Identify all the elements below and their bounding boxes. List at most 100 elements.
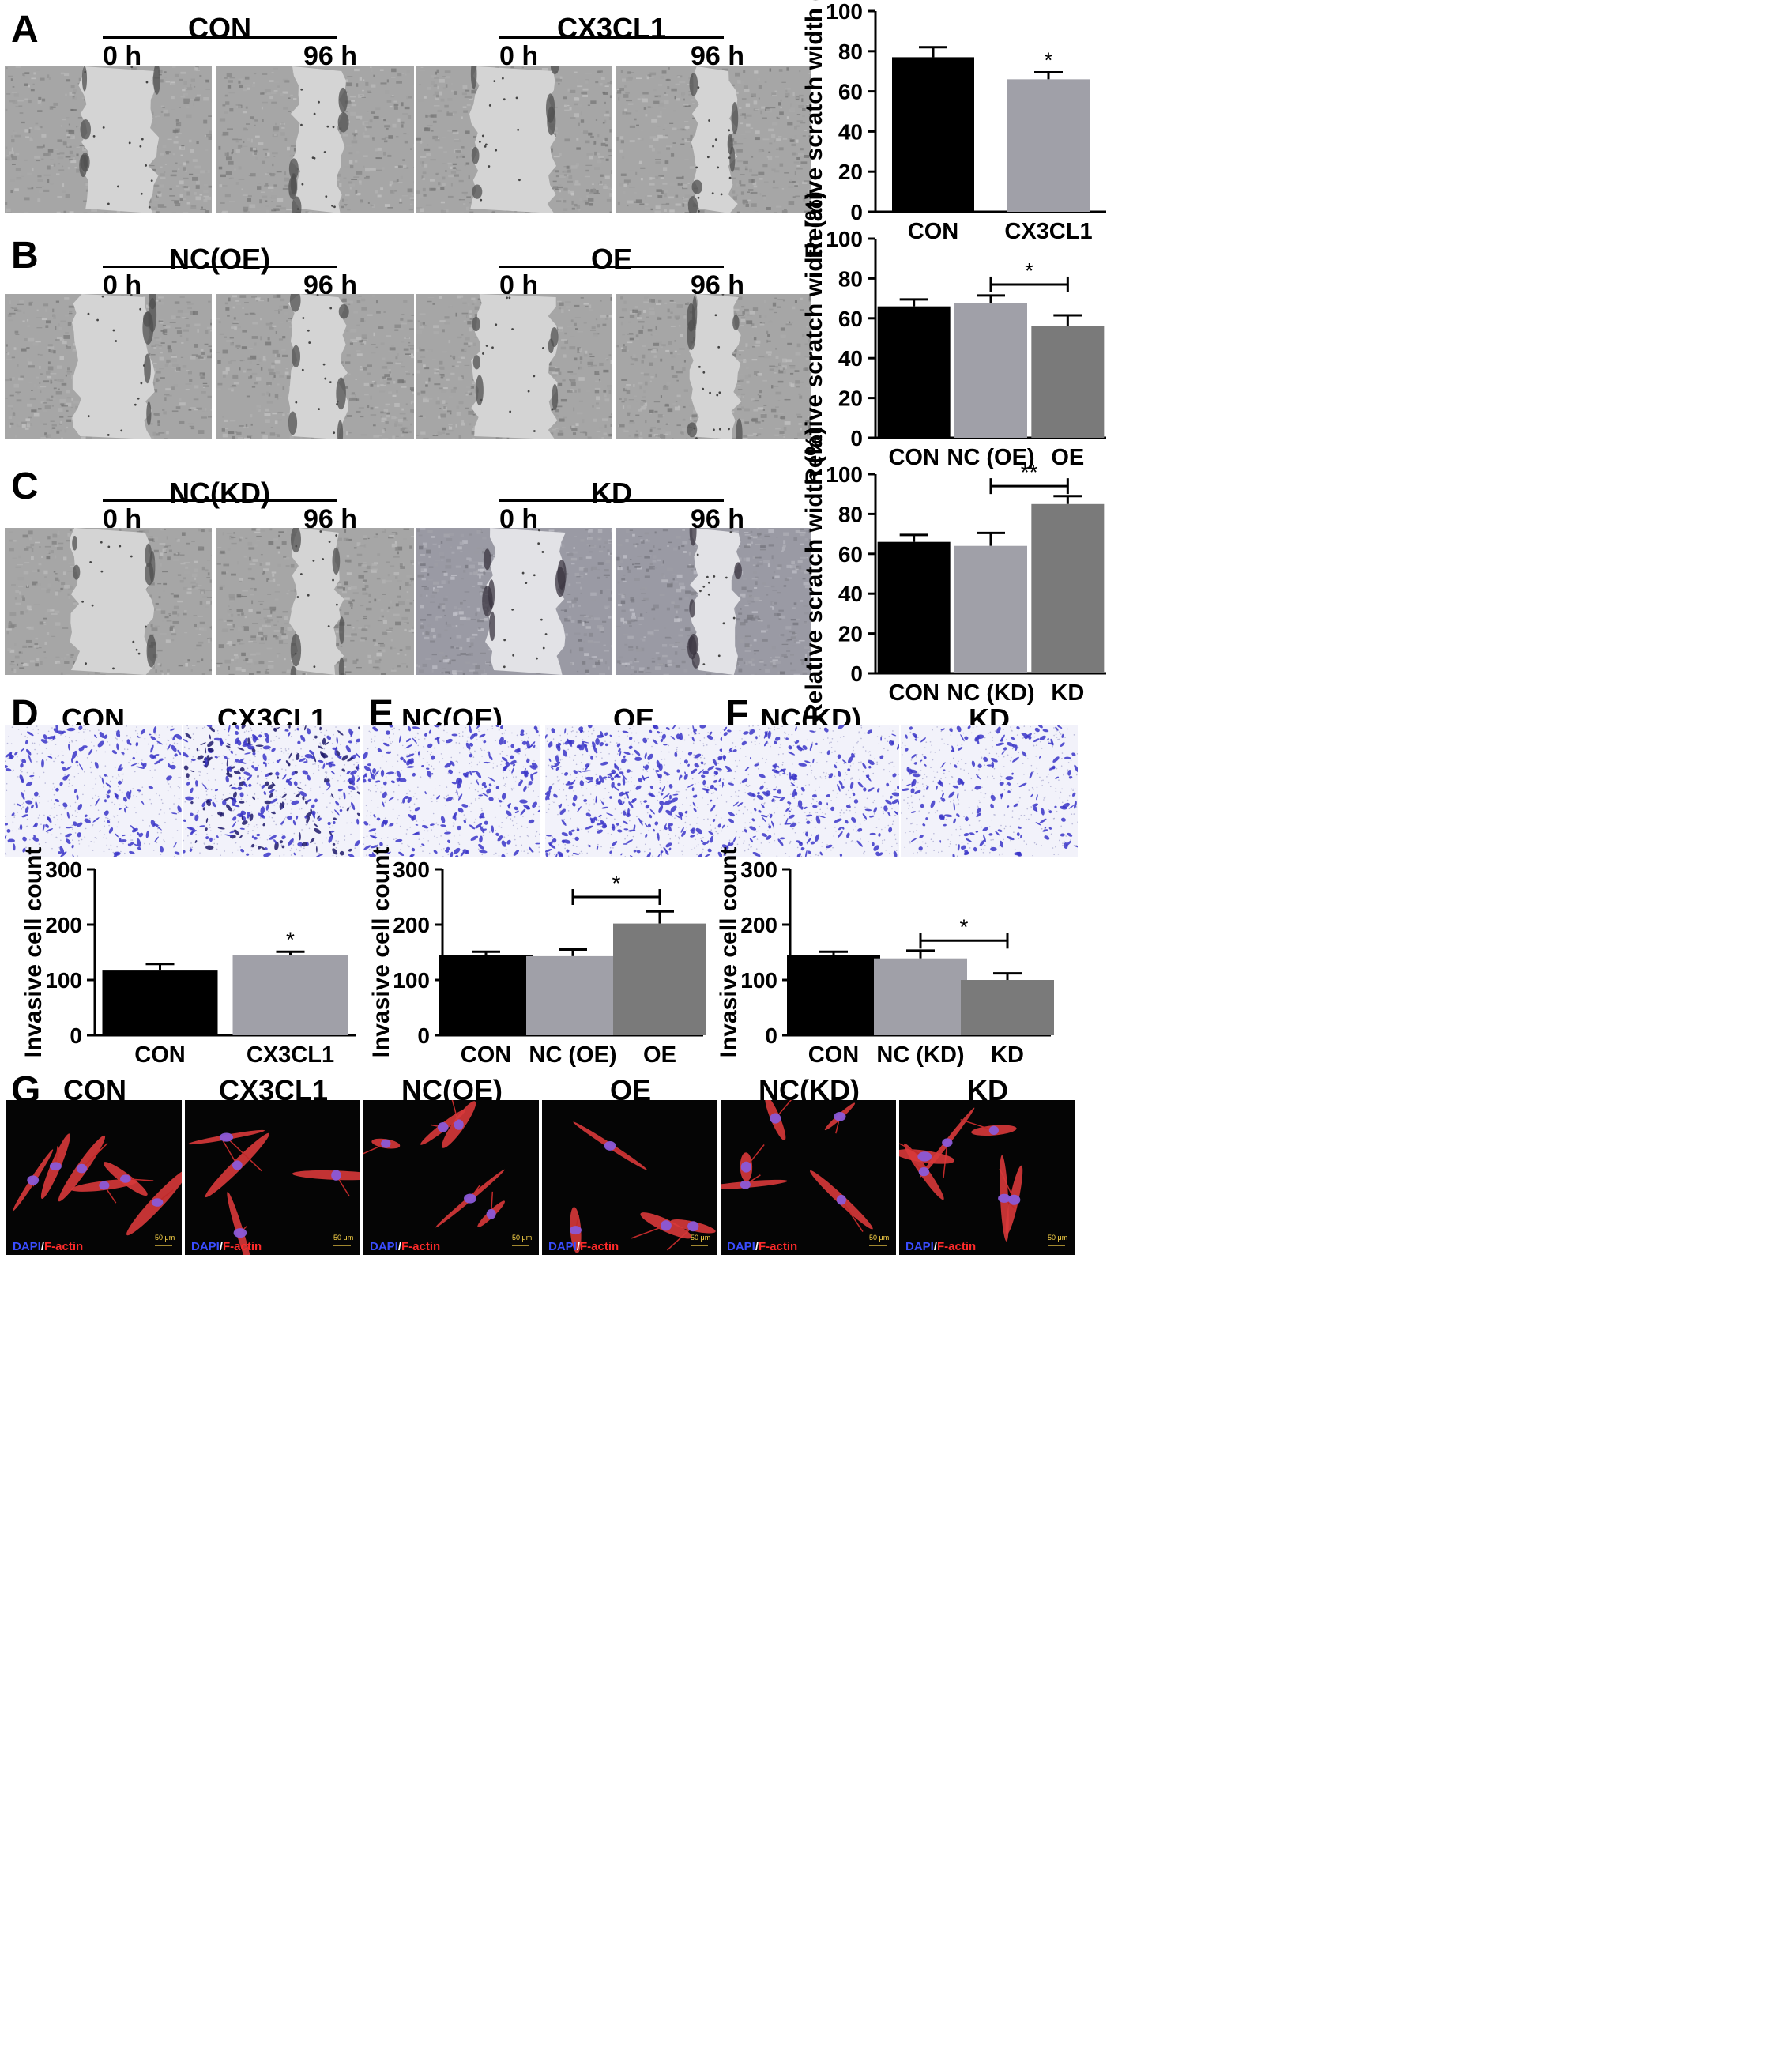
time-label: 0 h	[103, 41, 142, 71]
invasion-micrograph	[183, 725, 360, 857]
bar	[613, 923, 706, 1035]
y-axis-label: Invasive cell count	[368, 847, 394, 1058]
y-tick-label: 300	[45, 857, 82, 882]
y-tick-label: 60	[838, 542, 863, 567]
scratch-group-label: NC(OE)	[169, 243, 270, 275]
caption-separator: /	[576, 1240, 581, 1253]
bar	[787, 955, 880, 1035]
bar	[526, 955, 619, 1035]
y-tick-label: 300	[393, 857, 430, 882]
y-tick-label: 100	[45, 968, 82, 993]
fluorescence-title: CON	[63, 1074, 126, 1106]
dapi-label: DAPI	[905, 1240, 934, 1253]
y-tick-label: 100	[826, 0, 863, 24]
fluorescence-micrograph: DAPI/F-actin 50 μm	[6, 1100, 182, 1255]
dapi-label: DAPI	[727, 1240, 755, 1253]
scratch-micrograph	[616, 528, 811, 675]
scratch-micrograph	[416, 294, 612, 439]
group-underline	[499, 499, 724, 502]
significance-star: *	[1045, 47, 1053, 72]
bar	[954, 303, 1027, 438]
x-tick-label: OE	[1051, 445, 1084, 470]
scratch-micrograph	[416, 528, 612, 675]
x-tick-label: CON	[908, 219, 958, 244]
scratch-micrograph	[5, 66, 212, 213]
chart-b: Relative scratch width (%) 0 20 40 60 80 100 CO…	[801, 191, 1106, 485]
stain-caption: DAPI/F-actin	[905, 1241, 976, 1253]
significance-star: *	[612, 871, 621, 895]
scratch-group-label: KD	[591, 477, 632, 509]
scratch-micrograph	[616, 66, 811, 213]
y-axis-label: Invasive cell count	[716, 847, 742, 1058]
fluorescence-title: NC(KD)	[759, 1074, 860, 1106]
group-underline	[103, 266, 337, 268]
invasion-micrograph	[363, 725, 540, 857]
significance-star: *	[286, 927, 295, 952]
dapi-label: DAPI	[370, 1240, 398, 1253]
panel-letter-c: C	[11, 465, 39, 507]
y-tick-label: 20	[838, 386, 863, 411]
y-tick-label: 40	[838, 346, 863, 371]
scratch-micrograph	[416, 66, 612, 213]
y-axis-label: Relative scratch width (%)	[801, 191, 827, 485]
x-tick-label: NC (KD)	[947, 680, 1034, 706]
fluorescence-title: CX3CL1	[218, 1074, 329, 1106]
factin-label: F-actin	[937, 1240, 977, 1253]
bar	[439, 955, 533, 1035]
scratch-micrograph	[5, 294, 212, 439]
factin-label: F-actin	[580, 1240, 619, 1253]
y-tick-label: 80	[838, 266, 863, 291]
y-tick-label: 100	[826, 462, 863, 487]
scale-bar-label: 50 μm	[512, 1234, 533, 1242]
fluorescence-micrograph: DAPI/F-actin 50 μm	[363, 1100, 539, 1255]
chart-e: Invasive cell count 0 100 200 300 CON NC (OE) O…	[368, 847, 711, 1075]
time-label: 0 h	[499, 41, 539, 71]
y-tick-label: 20	[838, 160, 863, 184]
x-tick-label: CON	[888, 445, 939, 470]
stain-caption: DAPI/F-actin	[727, 1241, 797, 1253]
y-axis-label: Relative scratch width (%)	[801, 427, 827, 721]
scratch-group-label: OE	[590, 243, 632, 275]
caption-separator: /	[40, 1240, 45, 1253]
y-tick-label: 80	[838, 40, 863, 64]
x-tick-label: OE	[643, 1042, 676, 1068]
stain-caption: DAPI/F-actin	[370, 1241, 440, 1253]
panel-letter-a: A	[11, 9, 39, 51]
dapi-label: DAPI	[548, 1240, 577, 1253]
scratch-micrograph	[216, 528, 414, 675]
bar	[954, 545, 1027, 673]
y-tick-label: 100	[393, 968, 430, 993]
x-tick-label: KD	[1051, 680, 1084, 706]
scratch-micrograph	[216, 66, 414, 213]
significance-star: *	[960, 914, 969, 939]
bar	[892, 57, 974, 212]
y-tick-label: 0	[70, 1023, 82, 1048]
scratch-micrograph	[5, 528, 212, 675]
chart-f: Invasive cell count 0 100 200 300 CON NC (KD) K…	[716, 847, 1059, 1075]
group-underline	[103, 36, 337, 39]
fluorescence-micrograph: DAPI/F-actin 50 μm	[899, 1100, 1075, 1255]
stain-caption: DAPI/F-actin	[13, 1241, 83, 1253]
scale-bar-label: 50 μm	[155, 1234, 175, 1242]
time-label: 96 h	[303, 41, 358, 71]
x-tick-label: CON	[888, 680, 939, 706]
invasion-micrograph	[901, 725, 1078, 857]
fluorescence-title: KD	[967, 1074, 1008, 1106]
bar	[961, 980, 1054, 1035]
y-tick-label: 200	[393, 913, 430, 937]
x-tick-label: NC (OE)	[947, 445, 1034, 470]
factin-label: F-actin	[44, 1240, 84, 1253]
y-tick-label: 300	[740, 857, 777, 882]
y-tick-label: 60	[838, 307, 863, 331]
factin-label: F-actin	[759, 1240, 798, 1253]
y-tick-label: 0	[850, 661, 863, 686]
fluorescence-micrograph: DAPI/F-actin 50 μm	[185, 1100, 360, 1255]
caption-separator: /	[933, 1240, 938, 1253]
y-tick-label: 0	[850, 426, 863, 450]
x-tick-label: CON	[461, 1042, 511, 1068]
x-tick-label: CX3CL1	[247, 1042, 334, 1068]
y-tick-label: 0	[850, 200, 863, 224]
bar	[232, 955, 348, 1035]
stain-caption: DAPI/F-actin	[548, 1241, 619, 1253]
bar	[877, 306, 951, 438]
